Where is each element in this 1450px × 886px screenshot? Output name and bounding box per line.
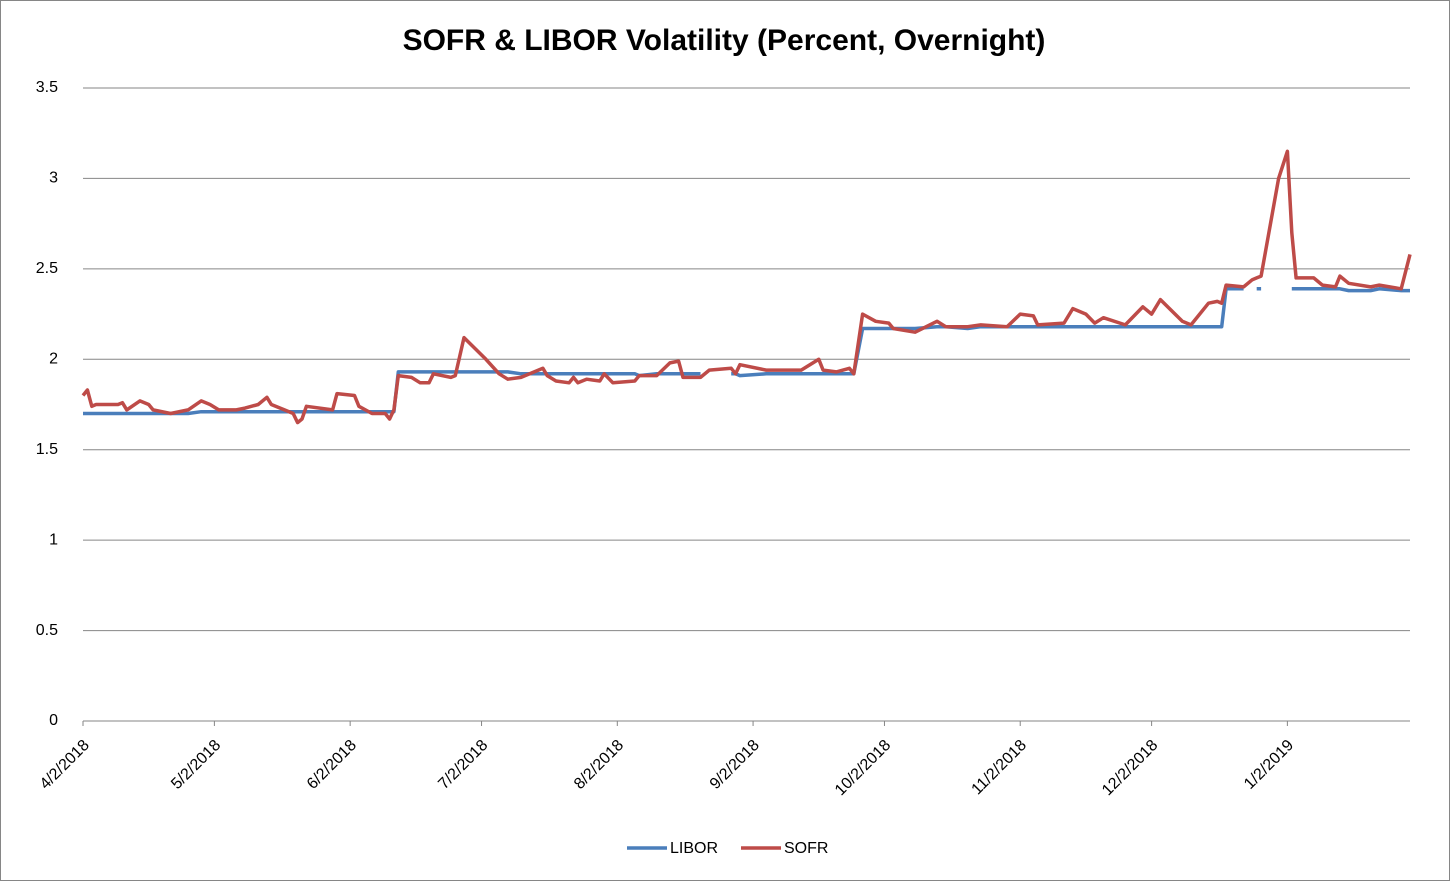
legend-label: SOFR (784, 840, 828, 857)
y-tick-label: 3 (49, 170, 58, 187)
y-tick-label: 2.5 (36, 260, 58, 277)
y-tick-label: 1.5 (36, 441, 58, 458)
y-tick-label: 0 (49, 712, 58, 729)
series-line (81, 149, 1412, 425)
legend-label: LIBOR (670, 840, 718, 857)
chart-title: SOFR & LIBOR Volatility (Percent, Overni… (403, 24, 1046, 57)
y-tick-label: 1 (49, 531, 58, 548)
y-tick-label: 2 (49, 351, 58, 368)
y-tick-label: 0.5 (36, 622, 58, 639)
y-tick-label: 3.5 (36, 79, 58, 96)
